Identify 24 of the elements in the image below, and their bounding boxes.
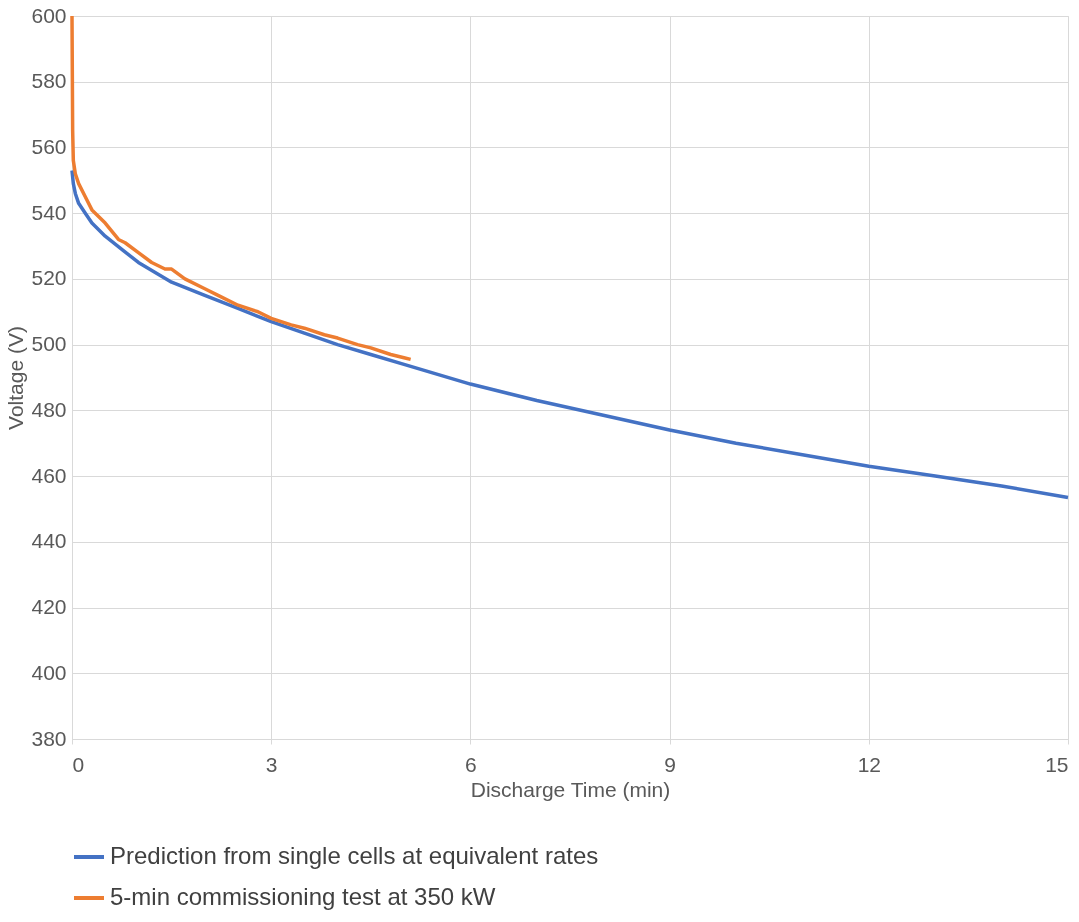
y-tick-label: 480: [31, 397, 67, 421]
x-tick-label: 0: [72, 752, 85, 776]
legend-label: 5-min commissioning test at 350 kW: [110, 883, 496, 910]
y-tick-label: 420: [31, 595, 67, 619]
y-tick-label: 460: [31, 463, 67, 487]
y-tick-label: 580: [31, 69, 67, 93]
x-tick-label: 3: [265, 752, 278, 776]
legend-label: Prediction from single cells at equivalent rates: [110, 842, 599, 869]
y-tick-label: 440: [31, 529, 67, 553]
y-tick-label: 380: [31, 726, 67, 750]
y-tick-label: 600: [31, 3, 67, 27]
line-series: [70, 14, 413, 362]
y-tick-label: 520: [31, 266, 67, 290]
y-tick-label: 500: [31, 332, 67, 356]
x-axis-title: Discharge Time (min): [470, 777, 671, 801]
y-tick-label: 540: [31, 200, 67, 224]
x-tick-label: 9: [664, 752, 676, 776]
y-tick-label: 400: [31, 660, 67, 684]
x-tick-label: 6: [465, 752, 477, 776]
line-series: [70, 168, 1070, 500]
y-tick-label: 560: [31, 134, 67, 158]
y-axis-title: Voltage (V): [4, 326, 28, 430]
x-tick-label: 12: [857, 752, 881, 776]
x-tick-label: 15: [1045, 752, 1069, 776]
